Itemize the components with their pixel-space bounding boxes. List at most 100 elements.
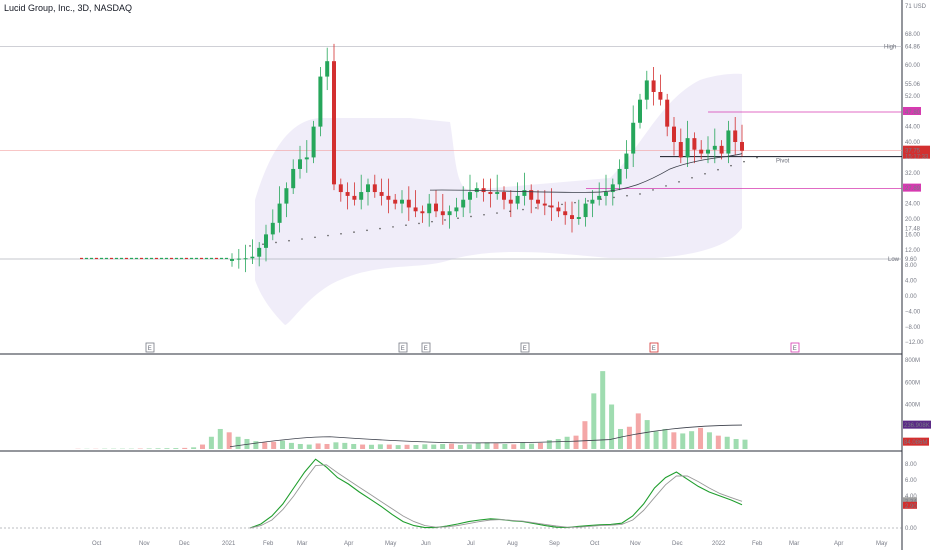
sar-dot-37 xyxy=(730,164,732,167)
sar-dot-22 xyxy=(535,207,537,209)
price-tick-20: −4.00 xyxy=(905,309,921,315)
candle-body-74 xyxy=(733,130,738,143)
candle-body-41 xyxy=(508,199,513,204)
candle-body-62 xyxy=(651,80,656,92)
candle-flat-25 xyxy=(205,257,208,260)
macd-tick-4: 2.90 xyxy=(905,504,917,510)
support-price-tag xyxy=(903,183,921,192)
sar-dot-21 xyxy=(522,208,524,211)
sar-dot-15 xyxy=(444,219,446,221)
volume-bar-34 xyxy=(377,444,383,449)
volume-bar-56 xyxy=(573,435,579,449)
volume-bar-14 xyxy=(200,444,206,449)
volume-bar-57 xyxy=(582,421,588,449)
x-tick-17: Mar xyxy=(789,541,799,547)
volume-bar-40 xyxy=(431,444,437,449)
price-tick-3: 55.06 xyxy=(905,82,921,88)
sar-dot-27 xyxy=(600,198,602,200)
candle-flat-14 xyxy=(150,257,153,260)
price-tick-6: 44.00 xyxy=(905,125,921,131)
x-tick-15: 2022 xyxy=(712,541,726,547)
sar-dot-30 xyxy=(639,193,641,195)
volume-bar-32 xyxy=(360,444,366,449)
x-tick-5: Mar xyxy=(297,541,307,547)
volume-bar-13 xyxy=(191,447,197,449)
volume-bar-18 xyxy=(235,436,241,449)
candle-body-15 xyxy=(332,61,336,185)
candle-body-40 xyxy=(502,192,506,200)
volume-tick-2: 400M xyxy=(905,403,920,409)
candle-flat-29 xyxy=(225,257,228,260)
price-tick-19: 0.00 xyxy=(905,294,917,300)
volume-bar-75 xyxy=(742,439,748,449)
x-tick-14: Dec xyxy=(672,541,683,547)
volume-bar-43 xyxy=(457,444,463,449)
candle-flat-10 xyxy=(130,257,133,260)
volume-bar-24 xyxy=(288,442,294,449)
x-tick-19: May xyxy=(876,541,887,547)
candle-body-33 xyxy=(454,207,459,212)
volume-last-value: 84.086M xyxy=(904,440,927,446)
macd-tick-5: 0.00 xyxy=(905,526,917,532)
price-tick-16: 9.60 xyxy=(905,257,917,263)
x-tick-9: Jul xyxy=(467,541,475,547)
earnings-marker-label-1: E xyxy=(401,346,405,352)
price-tick-5: 47.80 xyxy=(905,110,921,116)
macd-tick-0: 8.00 xyxy=(905,462,917,468)
candle-flat-19 xyxy=(175,257,178,260)
candle-body-20 xyxy=(366,184,370,193)
candle-body-25 xyxy=(400,199,404,204)
sar-dot-38 xyxy=(743,160,745,163)
candle-body-21 xyxy=(372,184,377,193)
sar-dot-3 xyxy=(288,239,290,242)
sar-dot-7 xyxy=(340,233,342,235)
candle-flat-22 xyxy=(190,257,193,260)
candle-body-23 xyxy=(386,195,391,200)
candle-body-65 xyxy=(672,126,676,143)
volume-bar-74 xyxy=(733,438,739,449)
price-tick-9: 32.00 xyxy=(905,171,921,177)
volume-bar-23 xyxy=(280,440,286,449)
candle-body-29 xyxy=(427,203,432,214)
sar-dot-6 xyxy=(327,234,329,237)
candle-flat-21 xyxy=(185,257,188,260)
candle-body-18 xyxy=(352,195,357,200)
candle-body-57 xyxy=(617,168,622,185)
candle-flat-7 xyxy=(115,257,118,260)
candle-body-4 xyxy=(257,247,262,257)
candle-body-17 xyxy=(345,192,350,196)
macd-value-tag xyxy=(903,497,917,505)
candle-body-19 xyxy=(359,192,364,200)
sar-dot-11 xyxy=(392,226,394,228)
candle-flat-27 xyxy=(215,257,218,260)
candle-body-58 xyxy=(624,153,629,169)
candle-body-53 xyxy=(590,199,595,204)
earnings-marker-5 xyxy=(790,342,800,353)
earnings-marker-0 xyxy=(145,342,155,353)
volume-bar-11 xyxy=(173,448,179,449)
candle-flat-3 xyxy=(95,257,98,260)
candle-body-64 xyxy=(665,99,670,127)
volume-bar-65 xyxy=(653,431,659,449)
x-tick-0: Oct xyxy=(92,541,102,547)
low-label: Low xyxy=(888,257,900,263)
candle-body-27 xyxy=(413,207,418,212)
volume-bar-62 xyxy=(626,426,632,449)
sar-dot-4 xyxy=(301,238,303,240)
candle-body-46 xyxy=(542,203,547,206)
sar-dot-29 xyxy=(626,194,628,197)
axis-unit: 71 USD xyxy=(905,4,927,10)
macd-series-1 xyxy=(249,464,743,529)
volume-bar-27 xyxy=(315,443,321,449)
candle-flat-12 xyxy=(140,257,143,260)
x-tick-11: Sep xyxy=(549,541,560,547)
volume-bar-49 xyxy=(511,444,517,449)
volume-bar-41 xyxy=(440,443,446,449)
candle-body-10 xyxy=(298,159,302,169)
earnings-marker-label-3: E xyxy=(523,346,527,352)
volume-tick-0: 800M xyxy=(905,358,920,364)
volume-bar-69 xyxy=(689,431,695,449)
volume-bar-58 xyxy=(591,393,597,449)
price-tick-2: 60.00 xyxy=(905,63,921,69)
